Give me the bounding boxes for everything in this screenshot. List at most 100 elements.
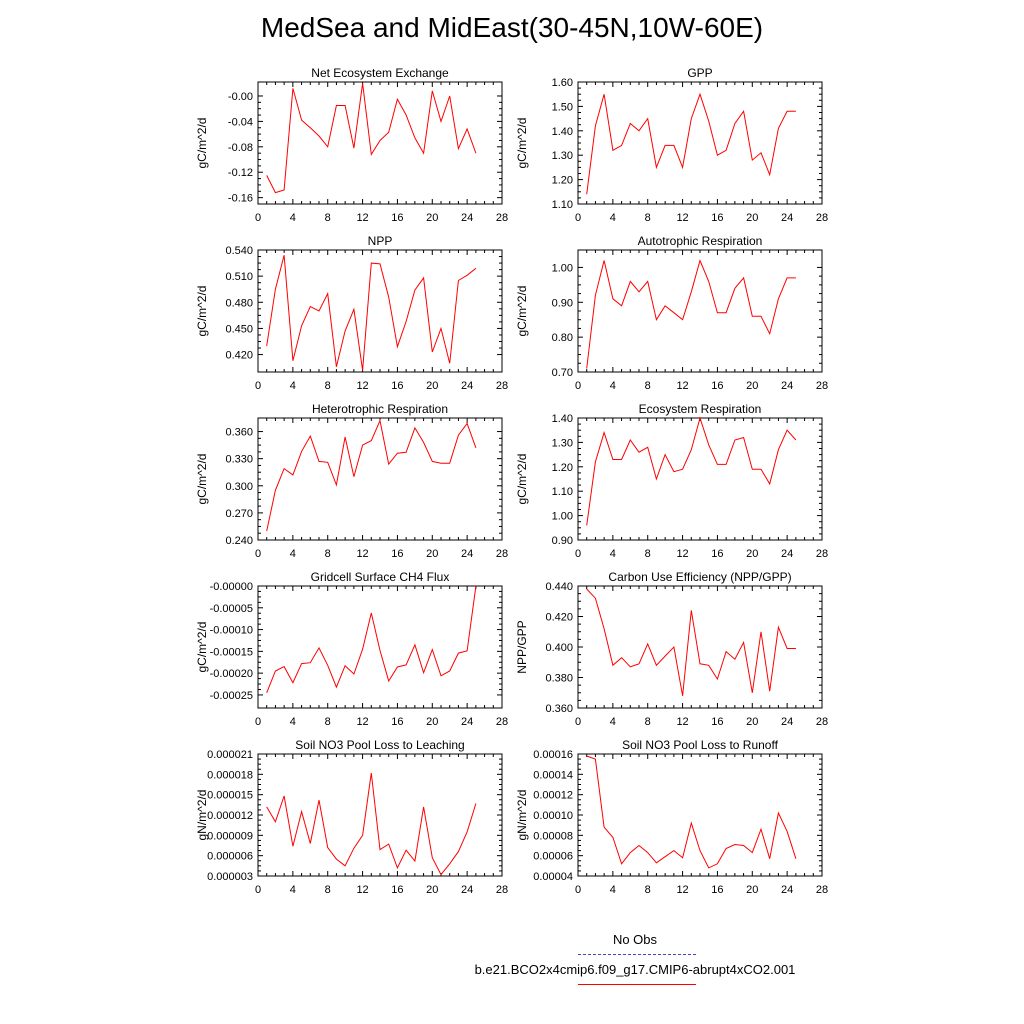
x-tick-label: 24 <box>781 548 793 560</box>
plot-title: NPP <box>368 234 393 248</box>
y-tick-label: -0.00025 <box>210 690 253 702</box>
plot-frame <box>577 585 823 709</box>
x-tick-label: 28 <box>816 884 828 896</box>
data-point <box>795 111 796 112</box>
plot-frame <box>577 249 823 373</box>
data-point <box>397 346 398 347</box>
data-point <box>787 277 788 278</box>
data-point <box>388 680 389 681</box>
data-point <box>656 319 657 320</box>
data-point <box>699 850 700 851</box>
data-point <box>353 309 354 310</box>
data-point <box>379 849 380 850</box>
data-point <box>336 484 337 485</box>
data-point <box>362 370 363 371</box>
data-point <box>371 262 372 263</box>
data-point <box>612 298 613 299</box>
data-point <box>423 442 424 443</box>
y-axis-label: gC/m^2/d <box>195 286 209 337</box>
x-tick-label: 28 <box>496 716 508 728</box>
data-point <box>406 114 407 115</box>
data-point <box>310 843 311 844</box>
data-point <box>318 647 319 648</box>
data-point <box>630 439 631 440</box>
data-point <box>310 127 311 128</box>
data-point <box>371 440 372 441</box>
y-tick-label: -0.16 <box>228 193 253 205</box>
x-tick-label: 8 <box>645 884 651 896</box>
x-tick-label: 12 <box>676 212 688 224</box>
series-line <box>586 92 796 195</box>
data-point <box>621 863 622 864</box>
y-tick-label: 0.00016 <box>533 749 573 761</box>
data-point <box>414 289 415 290</box>
data-point <box>778 298 779 299</box>
data-point <box>647 281 648 282</box>
y-tick-label: 0.360 <box>545 703 573 715</box>
data-point <box>691 823 692 824</box>
data-point <box>423 672 424 673</box>
data-point <box>638 452 639 453</box>
data-point <box>595 758 596 759</box>
x-tick-label: 0 <box>255 884 261 896</box>
x-tick-label: 24 <box>781 212 793 224</box>
data-point <box>787 430 788 431</box>
data-point <box>449 95 450 96</box>
plot-title: GPP <box>687 66 712 80</box>
y-tick-label: 1.00 <box>552 262 573 274</box>
y-axis-label: NPP/GPP <box>515 620 529 673</box>
series-line <box>266 419 477 532</box>
y-tick-label: 0.00006 <box>533 851 573 863</box>
data-point <box>621 305 622 306</box>
y-axis-label: gN/m^2/d <box>195 790 209 841</box>
x-tick-label: 4 <box>290 380 296 392</box>
y-tick-label: 1.40 <box>552 413 573 425</box>
data-point <box>449 863 450 864</box>
data-point <box>586 368 587 369</box>
x-tick-label: 28 <box>496 884 508 896</box>
plot-title: Heterotrophic Respiration <box>312 402 448 416</box>
x-tick-label: 12 <box>676 548 688 560</box>
x-tick-label: 16 <box>391 884 403 896</box>
x-tick-label: 4 <box>290 716 296 728</box>
x-tick-label: 28 <box>816 716 828 728</box>
y-axis-label: gC/m^2/d <box>515 454 529 505</box>
data-point <box>699 417 700 418</box>
data-point <box>726 651 727 652</box>
y-tick-label: 0.000006 <box>207 851 253 863</box>
data-point <box>406 321 407 322</box>
x-tick-label: 24 <box>461 548 473 560</box>
data-point <box>284 795 285 796</box>
data-point <box>432 90 433 91</box>
y-tick-label: 0.000009 <box>207 830 253 842</box>
y-tick-label: 0.000021 <box>207 749 253 761</box>
data-point <box>353 848 354 849</box>
data-point <box>647 447 648 448</box>
data-point <box>327 847 328 848</box>
data-point <box>388 844 389 845</box>
data-point <box>708 444 709 445</box>
data-point <box>691 118 692 119</box>
data-point <box>362 835 363 836</box>
data-point <box>604 827 605 828</box>
data-point <box>414 644 415 645</box>
series-line <box>266 255 477 371</box>
data-point <box>699 663 700 664</box>
data-point <box>752 159 753 160</box>
data-point <box>397 666 398 667</box>
data-point <box>586 755 587 756</box>
data-point <box>467 275 468 276</box>
data-point <box>266 175 267 176</box>
data-point <box>440 675 441 676</box>
y-tick-label: -0.00005 <box>210 603 253 615</box>
data-point <box>717 464 718 465</box>
data-point <box>752 692 753 693</box>
x-tick-label: 4 <box>290 884 296 896</box>
data-point <box>423 806 424 807</box>
data-point <box>467 423 468 424</box>
y-tick-label: 0.00008 <box>533 830 573 842</box>
data-point <box>769 483 770 484</box>
x-tick-label: 20 <box>426 212 438 224</box>
data-point <box>665 454 666 455</box>
